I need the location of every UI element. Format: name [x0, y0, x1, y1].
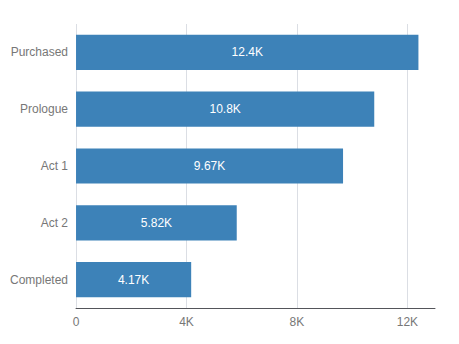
svg-text:Purchased: Purchased	[11, 45, 68, 59]
svg-text:0: 0	[73, 315, 80, 329]
svg-text:5.82K: 5.82K	[141, 216, 172, 230]
svg-text:Act 1: Act 1	[41, 159, 69, 173]
svg-text:4K: 4K	[179, 315, 194, 329]
svg-text:9.67K: 9.67K	[194, 159, 225, 173]
svg-text:4.17K: 4.17K	[118, 273, 149, 287]
svg-text:Prologue: Prologue	[20, 102, 68, 116]
svg-text:12K: 12K	[397, 315, 418, 329]
svg-text:8K: 8K	[290, 315, 305, 329]
svg-text:10.8K: 10.8K	[209, 102, 240, 116]
svg-text:Act 2: Act 2	[41, 216, 69, 230]
svg-text:Completed: Completed	[10, 273, 68, 287]
svg-text:12.4K: 12.4K	[232, 45, 263, 59]
